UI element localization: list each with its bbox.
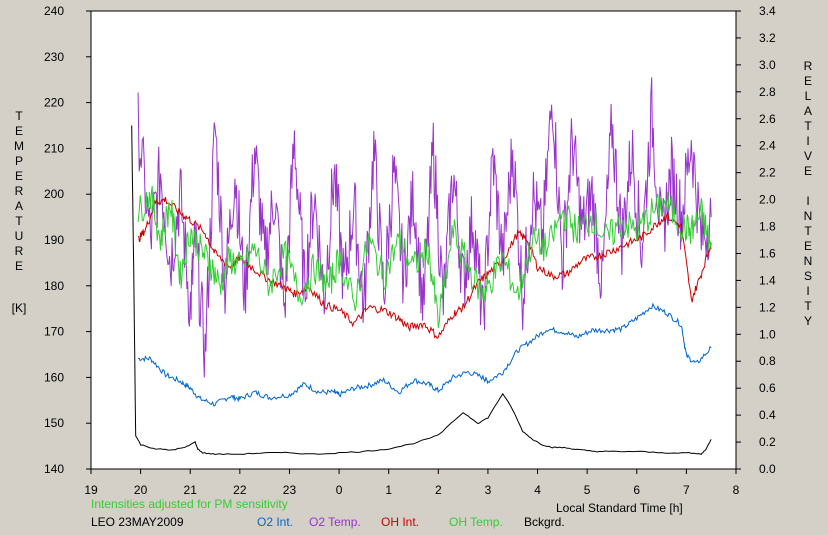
y-axis-unit-left: [K]: [12, 301, 27, 315]
x-tick-label: 21: [184, 483, 198, 497]
y-left-label-letter: T: [15, 109, 23, 123]
y-right-tick-label: 0.0: [759, 462, 776, 476]
x-tick-label: 23: [283, 483, 297, 497]
y-right-label-letter: E: [804, 74, 812, 88]
x-tick-label: 0: [336, 483, 343, 497]
y-left-tick-label: 160: [44, 370, 64, 384]
adjust-note: Intensities adjusted for PM sensitivity: [91, 497, 288, 511]
y-left-tick-label: 230: [44, 50, 64, 64]
y-right-label-letter: T: [804, 224, 812, 238]
y-left-tick-label: 140: [44, 462, 64, 476]
x-tick-label: 7: [683, 483, 690, 497]
y-left-tick-label: 150: [44, 416, 64, 430]
tick-layer: 19 20 21 22 23 0 1 2 3 4 5 6 7 8140150160170180190200…: [44, 4, 776, 497]
y-right-label-letter: T: [804, 299, 812, 313]
x-tick-label: 22: [233, 483, 247, 497]
x-tick-label: 20: [134, 483, 148, 497]
series-line-o2-int: [137, 302, 712, 407]
y-left-label-letter: P: [15, 154, 23, 168]
y-left-tick-label: 220: [44, 96, 64, 110]
y-right-label-letter: E: [804, 164, 812, 178]
y-right-tick-label: 1.4: [759, 273, 776, 287]
y-right-label-letter: R: [804, 59, 813, 73]
x-tick-label: 6: [633, 483, 640, 497]
site-date: LEO 23MAY2009: [91, 515, 184, 529]
x-tick-label: 4: [534, 483, 541, 497]
series-line-o2-temp: [137, 77, 712, 378]
y-right-tick-label: 0.2: [759, 435, 776, 449]
y-right-tick-label: 1.0: [759, 327, 776, 341]
x-axis-label: Local Standard Time [h]: [556, 501, 683, 515]
y-right-label-letter: I: [806, 194, 809, 208]
y-right-label-letter: S: [804, 269, 812, 283]
y-right-tick-label: 3.2: [759, 31, 776, 45]
y-left-label-letter: E: [15, 169, 23, 183]
y-left-tick-label: 170: [44, 325, 64, 339]
y-left-label-letter: E: [15, 124, 23, 138]
y-right-label-letter: Y: [804, 314, 812, 328]
y-right-label-letter: N: [804, 254, 813, 268]
y-right-tick-label: 2.0: [759, 193, 776, 207]
y-left-tick-label: 190: [44, 233, 64, 247]
y-right-label-letter: V: [804, 149, 812, 163]
y-right-tick-label: 3.4: [759, 4, 776, 18]
x-tick-label: 1: [385, 483, 392, 497]
y-left-tick-label: 240: [44, 4, 64, 18]
y-left-label-letter: E: [15, 259, 23, 273]
y-right-label-letter: I: [806, 134, 809, 148]
y-left-tick-label: 180: [44, 279, 64, 293]
y-left-label-letter: R: [15, 244, 24, 258]
legend-item: O2 Temp.: [309, 515, 361, 529]
y-right-tick-label: 2.8: [759, 85, 776, 99]
y-right-tick-label: 0.4: [759, 408, 776, 422]
y-right-label-letter: E: [804, 239, 812, 253]
y-right-label-letter: T: [804, 119, 812, 133]
x-tick-label: 19: [84, 483, 98, 497]
y-left-label-letter: M: [14, 139, 24, 153]
y-right-tick-label: 2.6: [759, 112, 776, 126]
legend-item: O2 Int.: [257, 515, 294, 529]
legend-item: OH Int.: [381, 515, 420, 529]
series-layer: [131, 77, 712, 456]
y-right-tick-label: 2.2: [759, 166, 776, 180]
y-right-label-letter: N: [804, 209, 813, 223]
y-right-tick-label: 1.2: [759, 300, 776, 314]
series-line-oh-temp: [137, 185, 712, 328]
y-right-tick-label: 3.0: [759, 58, 776, 72]
x-tick-label: 5: [584, 483, 591, 497]
y-right-tick-label: 0.8: [759, 354, 776, 368]
y-left-label-letter: U: [15, 229, 24, 243]
y-left-label-letter: R: [15, 184, 24, 198]
y-right-label-letter: I: [806, 284, 809, 298]
x-tick-label: 8: [733, 483, 740, 497]
y-left-label-letter: T: [15, 214, 23, 228]
x-tick-label: 2: [435, 483, 442, 497]
y-left-label-letter: A: [15, 199, 23, 213]
x-tick-label: 3: [485, 483, 492, 497]
y-left-tick-label: 210: [44, 141, 64, 155]
y-right-label-letter: A: [804, 104, 812, 118]
series-line-oh-int: [137, 197, 712, 340]
y-left-tick-label: 200: [44, 187, 64, 201]
y-right-tick-label: 1.6: [759, 246, 776, 260]
y-right-tick-label: 1.8: [759, 220, 776, 234]
legend-item: Bckgrd.: [524, 515, 565, 529]
y-right-tick-label: 2.4: [759, 139, 776, 153]
plot-area: [90, 10, 737, 470]
y-right-label-letter: L: [805, 89, 812, 103]
series-line-bckgrd: [131, 125, 712, 456]
y-right-tick-label: 0.6: [759, 381, 776, 395]
legend-item: OH Temp.: [449, 515, 503, 529]
